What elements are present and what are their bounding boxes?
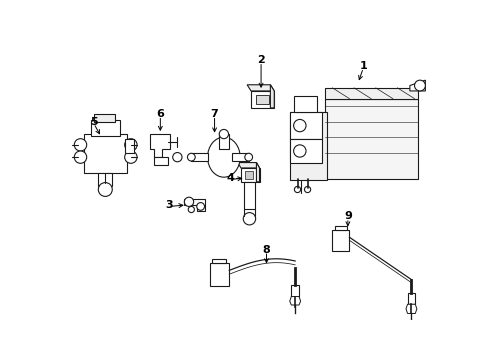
Circle shape (294, 186, 300, 193)
Bar (84, 134, 127, 172)
Bar (334, 226, 346, 230)
Polygon shape (324, 88, 417, 99)
Polygon shape (246, 85, 274, 91)
Bar (244, 182, 254, 209)
Bar (191, 153, 208, 161)
Polygon shape (409, 80, 425, 91)
Bar (212, 259, 226, 264)
Bar (293, 95, 316, 112)
Bar (98, 172, 112, 186)
Bar (256, 95, 268, 104)
Polygon shape (237, 163, 259, 168)
Text: 3: 3 (165, 200, 173, 210)
Bar (324, 99, 417, 180)
Text: 2: 2 (257, 55, 264, 65)
Text: 1: 1 (359, 61, 366, 71)
Circle shape (293, 145, 305, 157)
Bar (289, 112, 326, 180)
Bar (332, 230, 349, 251)
Circle shape (188, 206, 194, 213)
Text: 6: 6 (156, 109, 164, 119)
Polygon shape (183, 199, 204, 211)
Bar (291, 285, 299, 297)
Circle shape (98, 183, 112, 197)
Text: 9: 9 (343, 211, 351, 221)
Circle shape (219, 130, 228, 139)
Bar (244, 171, 252, 179)
Polygon shape (270, 85, 274, 108)
Text: 4: 4 (225, 173, 234, 183)
Bar (219, 134, 228, 149)
Circle shape (172, 153, 182, 162)
Circle shape (304, 186, 310, 193)
Circle shape (187, 153, 195, 161)
Bar (241, 168, 259, 182)
Bar (289, 112, 322, 139)
Circle shape (244, 153, 252, 161)
Text: 8: 8 (262, 244, 270, 255)
Text: 5: 5 (90, 117, 97, 127)
Circle shape (74, 139, 86, 151)
Polygon shape (150, 134, 169, 157)
Bar (250, 91, 274, 108)
Bar (124, 139, 134, 153)
Ellipse shape (207, 137, 240, 177)
Bar (90, 120, 120, 136)
Circle shape (124, 139, 137, 151)
Bar (289, 139, 322, 163)
Circle shape (414, 80, 425, 91)
Bar (231, 153, 248, 161)
Text: 7: 7 (210, 109, 218, 119)
Bar (154, 157, 168, 165)
Circle shape (243, 213, 255, 225)
Bar (209, 263, 229, 286)
Polygon shape (405, 304, 416, 314)
Bar (94, 114, 115, 122)
Bar (407, 293, 414, 304)
Circle shape (184, 197, 193, 206)
Circle shape (124, 151, 137, 163)
Polygon shape (256, 163, 259, 182)
Circle shape (74, 151, 86, 163)
Circle shape (293, 120, 305, 132)
Circle shape (196, 203, 204, 210)
Polygon shape (289, 297, 300, 305)
